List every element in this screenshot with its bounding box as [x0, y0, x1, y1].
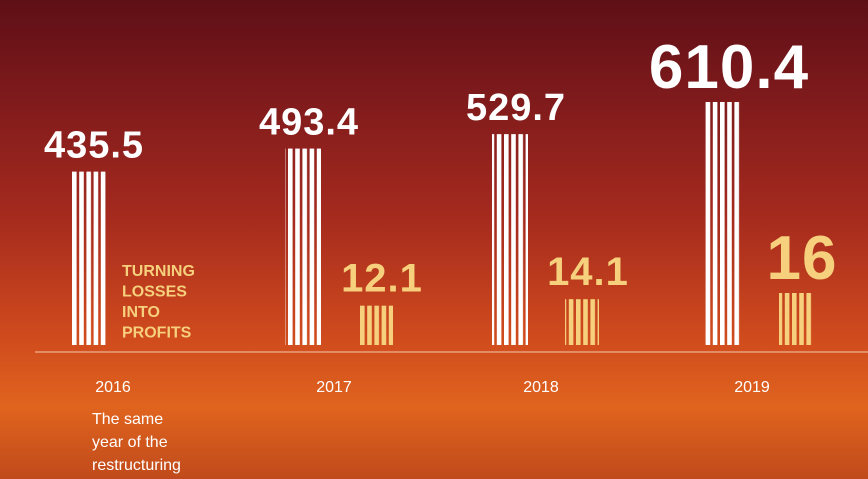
annotation-line: PROFITS: [122, 325, 192, 342]
bar: [565, 299, 599, 345]
value-label: 435.5: [44, 125, 144, 167]
annotation-line: year of the: [92, 434, 168, 451]
annotation-line: The same: [92, 411, 163, 428]
annotation-line: restructuring: [92, 457, 181, 474]
annotation-line: LOSSES: [122, 284, 187, 301]
x-tick-label: 2019: [734, 379, 770, 396]
value-label: 12.1: [341, 257, 423, 301]
value-label: 529.7: [466, 87, 566, 129]
bar: [285, 148, 321, 345]
x-tick-label: 2017: [316, 379, 352, 396]
value-label: 16: [767, 224, 838, 293]
annotation-line: TURNING: [122, 263, 195, 280]
x-tick-label: 2016: [95, 379, 131, 396]
bar: [70, 171, 106, 345]
bar: [359, 305, 393, 345]
value-label: 610.4: [649, 33, 809, 102]
annotation-line: INTO: [122, 304, 160, 321]
bar: [492, 134, 528, 345]
value-label: 493.4: [259, 102, 359, 144]
bar: [779, 293, 813, 345]
bar: [705, 102, 741, 345]
x-tick-label: 2018: [523, 379, 559, 396]
value-label: 14.1: [547, 250, 629, 294]
